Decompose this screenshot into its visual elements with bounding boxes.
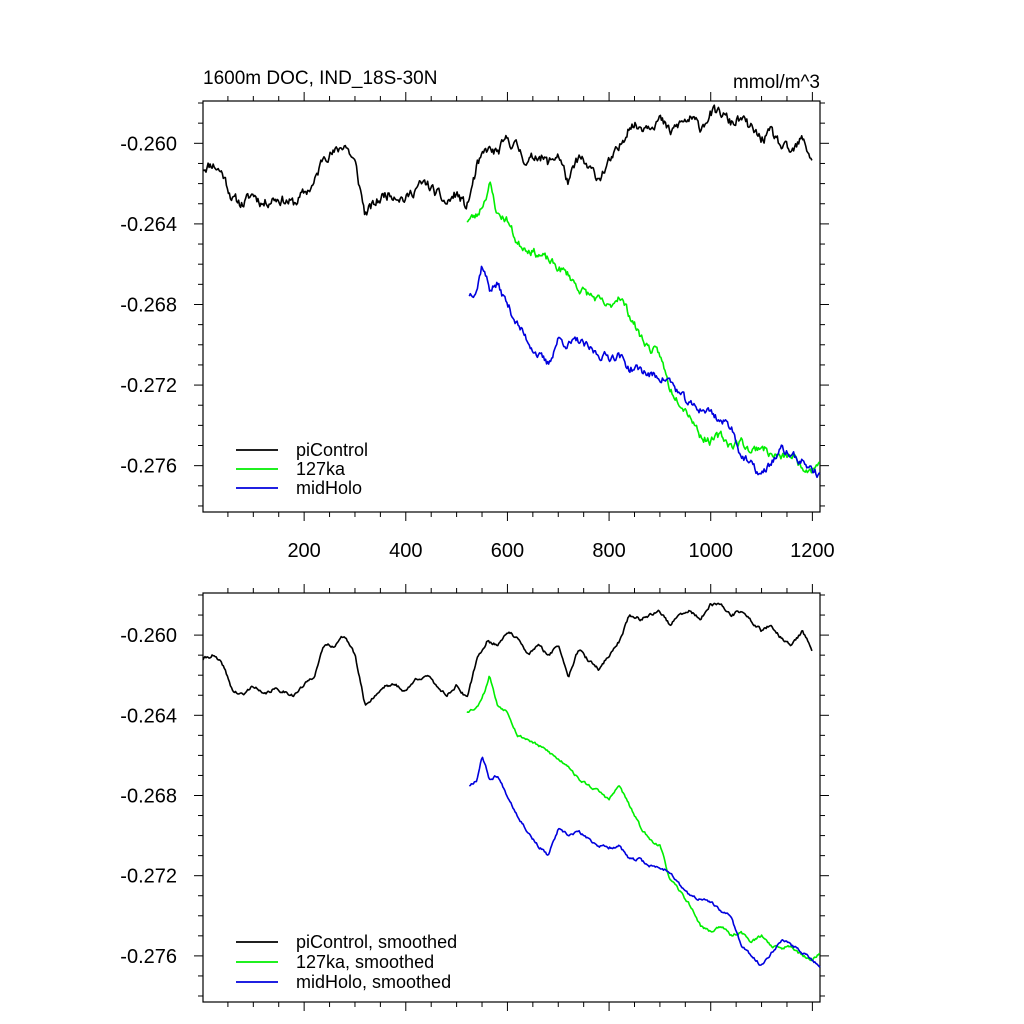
top-panel-raw: 200 400 600 800 1000 1200 -0.260 -0.264 -0.268 -0… <box>120 92 835 562</box>
plot-frame <box>202 100 821 513</box>
y-tick-label: -0.276 <box>120 456 177 478</box>
series-line-127ka <box>466 181 821 474</box>
y-tick-label: -0.260 <box>120 133 177 155</box>
x-tick-label: 400 <box>389 540 422 562</box>
legend-label: midHolo, smoothed <box>296 972 451 992</box>
y-tick-label: -0.272 <box>120 375 177 397</box>
series-line-piControl <box>202 104 813 216</box>
legend-label: 127ka <box>296 459 346 479</box>
y-tick-label: -0.264 <box>120 705 177 727</box>
x-tick-label: 800 <box>592 540 625 562</box>
units-label: mmol/m^3 <box>733 72 820 93</box>
x-tick-label: 600 <box>491 540 524 562</box>
bottom-panel-smoothed: -0.260 -0.264 -0.268 -0.272 -0.276 piControl,… <box>120 584 829 1011</box>
x-tick-label: 1200 <box>790 540 835 562</box>
y-tick-label: -0.260 <box>120 625 177 647</box>
x-tick-label: 200 <box>287 540 320 562</box>
series-line-midHolo <box>468 265 821 479</box>
chart-title: 1600m DOC, IND_18S-30N <box>203 68 437 89</box>
y-tick-label: -0.268 <box>120 294 177 316</box>
series-line-midHolo <box>468 756 821 968</box>
y-tick-label: -0.276 <box>120 946 177 968</box>
series-line-127ka <box>466 675 821 962</box>
plot-frame <box>202 592 821 1003</box>
y-tick-label: -0.272 <box>120 866 177 888</box>
legend-label: piControl, smoothed <box>296 932 457 952</box>
series-line-piControl <box>202 602 813 706</box>
x-tick-label: 1000 <box>688 540 733 562</box>
legend-label: piControl <box>296 440 368 460</box>
legend-label: midHolo <box>296 478 362 498</box>
y-tick-label: -0.268 <box>120 785 177 807</box>
y-tick-label: -0.264 <box>120 214 177 236</box>
legend-label: 127ka, smoothed <box>296 952 434 972</box>
